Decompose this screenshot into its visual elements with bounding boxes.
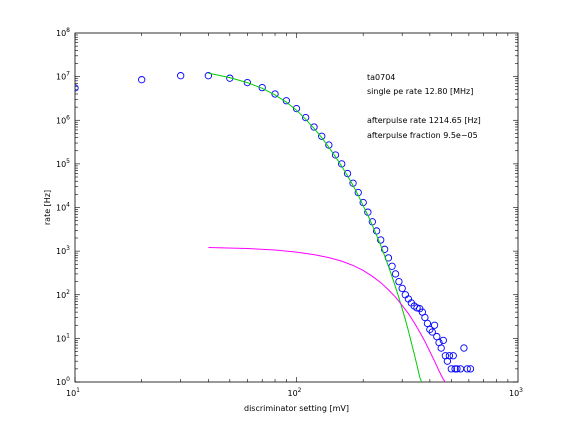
data-point: [204, 72, 213, 80]
data-point: [325, 141, 333, 149]
data-series: [75, 72, 475, 382]
data-point: [445, 352, 454, 360]
data-point: [453, 365, 461, 373]
y-axis-label: rate [Hz]: [43, 190, 52, 225]
x-tick-label: 103: [509, 387, 523, 398]
data-point: [449, 352, 457, 360]
series-line-1: [208, 72, 423, 382]
x-axis-label: discriminator setting [mV]: [244, 404, 349, 413]
data-point: [243, 78, 252, 87]
data-point: [177, 72, 185, 80]
data-point: [428, 328, 436, 336]
data-point: [430, 321, 439, 329]
data-point: [451, 365, 459, 373]
y-tick-label: 100: [56, 376, 70, 387]
data-point: [318, 132, 326, 140]
data-point: [426, 325, 434, 334]
series-line-2: [208, 246, 446, 382]
data-point: [437, 344, 445, 352]
data-point: [421, 313, 429, 322]
annotation-afterpulse-fraction: afterpulse fraction 9.5e−05: [367, 131, 478, 140]
annotation-run-id: ta0704: [367, 73, 395, 82]
data-point: [75, 84, 79, 92]
y-tick-label: 104: [56, 202, 70, 213]
data-point: [138, 76, 146, 84]
data-point: [331, 151, 340, 159]
data-point: [258, 83, 266, 92]
data-point: [380, 245, 389, 253]
y-tick-label: 101: [56, 332, 70, 343]
y-tick-label: 103: [56, 245, 70, 256]
data-point: [292, 104, 301, 113]
data-point: [302, 113, 310, 122]
data-point: [439, 336, 447, 345]
y-tick-label: 105: [56, 158, 70, 169]
x-tick-label: 101: [66, 387, 80, 398]
y-tick-label: 106: [56, 114, 70, 125]
data-point: [310, 123, 318, 131]
x-tick-label: 102: [287, 387, 301, 398]
data-point: [391, 270, 400, 278]
axis-ticks: [74, 33, 518, 383]
data-point: [282, 97, 291, 105]
data-point: [398, 284, 406, 293]
y-tick-label: 107: [56, 71, 70, 82]
plot-area-frame: [74, 32, 519, 383]
y-tick-label: 102: [56, 289, 70, 300]
data-point: [447, 365, 455, 373]
annotation-single-pe-rate: single pe rate 12.80 [MHz]: [367, 87, 473, 96]
data-point: [271, 90, 279, 98]
data-point: [423, 319, 432, 328]
data-point: [395, 277, 403, 286]
data-point: [463, 365, 471, 373]
data-point: [460, 344, 468, 352]
data-point: [377, 236, 385, 244]
annotation-afterpulse-rate: afterpulse rate 1214.65 [Hz]: [367, 116, 481, 125]
y-tick-label: 108: [56, 27, 70, 38]
data-point: [466, 365, 475, 373]
